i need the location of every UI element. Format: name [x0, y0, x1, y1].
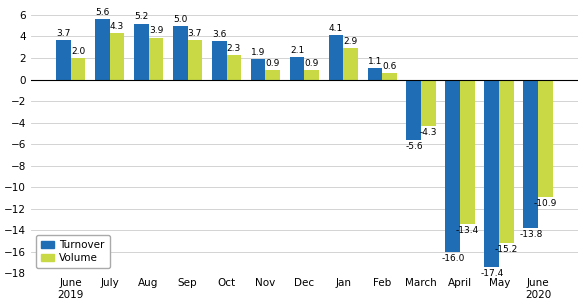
Bar	[148, 38, 164, 80]
Text: 3.7: 3.7	[188, 29, 202, 38]
Text: 0.6: 0.6	[382, 62, 397, 71]
Bar	[538, 80, 553, 197]
Text: 2.1: 2.1	[290, 46, 304, 55]
Text: -13.8: -13.8	[519, 230, 542, 239]
Bar	[251, 59, 265, 80]
Text: 2.3: 2.3	[227, 43, 241, 53]
Text: -13.4: -13.4	[456, 226, 480, 235]
Bar	[406, 80, 421, 140]
Bar	[134, 23, 148, 80]
Legend: Turnover, Volume: Turnover, Volume	[36, 235, 110, 268]
Bar	[56, 40, 70, 80]
Bar	[226, 55, 242, 80]
Text: 5.2: 5.2	[134, 12, 148, 21]
Text: 5.0: 5.0	[173, 15, 187, 23]
Bar	[304, 70, 320, 80]
Text: 3.7: 3.7	[56, 29, 70, 38]
Bar	[445, 80, 460, 252]
Text: 5.6: 5.6	[95, 8, 109, 17]
Text: 3.9: 3.9	[149, 26, 163, 35]
Bar	[95, 19, 109, 80]
Bar	[343, 48, 358, 80]
Text: 2.0: 2.0	[71, 47, 85, 56]
Bar	[421, 80, 436, 126]
Bar	[212, 41, 226, 80]
Bar	[368, 68, 382, 80]
Bar	[109, 33, 125, 80]
Text: -10.9: -10.9	[534, 199, 557, 208]
Bar	[70, 58, 86, 80]
Bar	[290, 57, 304, 80]
Text: 4.1: 4.1	[329, 24, 343, 33]
Text: 0.9: 0.9	[266, 59, 280, 68]
Bar	[382, 73, 397, 80]
Text: -4.3: -4.3	[420, 128, 438, 137]
Text: 3.6: 3.6	[212, 29, 226, 39]
Text: 1.1: 1.1	[368, 57, 382, 66]
Text: 0.9: 0.9	[304, 59, 319, 68]
Bar	[173, 26, 187, 80]
Text: 4.3: 4.3	[110, 22, 124, 31]
Text: -5.6: -5.6	[405, 142, 423, 151]
Bar	[265, 70, 281, 80]
Bar	[460, 80, 475, 224]
Bar	[187, 40, 203, 80]
Text: -17.4: -17.4	[480, 269, 503, 278]
Bar	[523, 80, 538, 228]
Text: -16.0: -16.0	[441, 254, 464, 263]
Text: -15.2: -15.2	[495, 245, 518, 254]
Text: 1.9: 1.9	[251, 48, 265, 57]
Bar	[484, 80, 499, 267]
Text: 2.9: 2.9	[343, 37, 358, 46]
Bar	[329, 35, 343, 80]
Bar	[499, 80, 514, 243]
